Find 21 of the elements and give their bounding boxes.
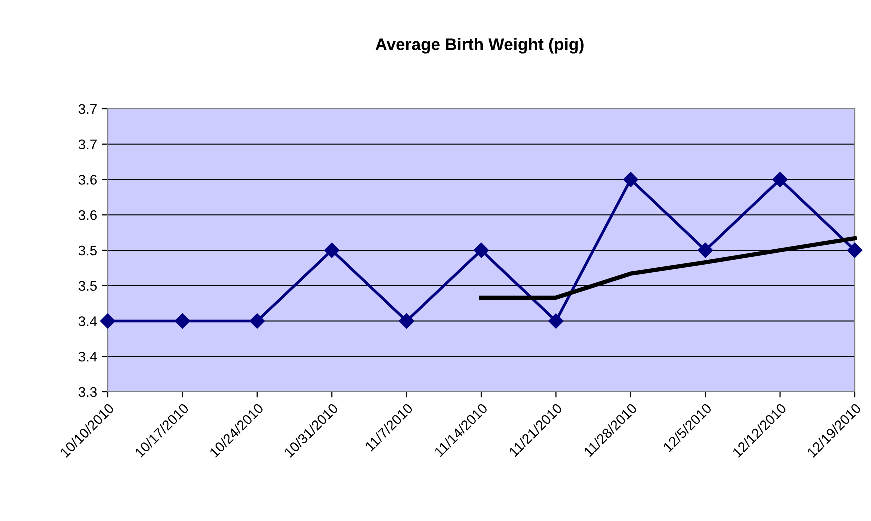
point xyxy=(324,242,340,258)
point xyxy=(548,314,564,329)
y-tick-label: 3.5 xyxy=(78,281,98,292)
point xyxy=(250,314,265,329)
point xyxy=(100,314,116,329)
point xyxy=(399,314,414,329)
y-tick-label: 3.3 xyxy=(78,387,97,398)
y-tick-label: 3.7 xyxy=(78,140,97,150)
y-tick-label: 3.5 xyxy=(78,246,98,256)
point xyxy=(847,242,863,258)
point xyxy=(175,314,190,329)
point xyxy=(623,172,638,188)
y-tick-label: 3.6 xyxy=(78,175,97,185)
point xyxy=(698,242,714,258)
y-tick-label: 3.4 xyxy=(78,316,98,326)
point xyxy=(772,172,788,188)
y-tick-label: 3.6 xyxy=(78,210,97,220)
y-tick-label: 3.4 xyxy=(78,352,98,362)
point xyxy=(474,242,490,258)
chart-title: Average Birth Weight (pig) xyxy=(376,38,584,54)
y-tick-label: 3.7 xyxy=(78,104,97,114)
